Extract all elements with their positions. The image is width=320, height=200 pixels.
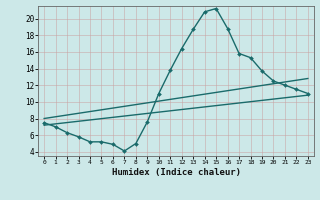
X-axis label: Humidex (Indice chaleur): Humidex (Indice chaleur) [111,168,241,177]
